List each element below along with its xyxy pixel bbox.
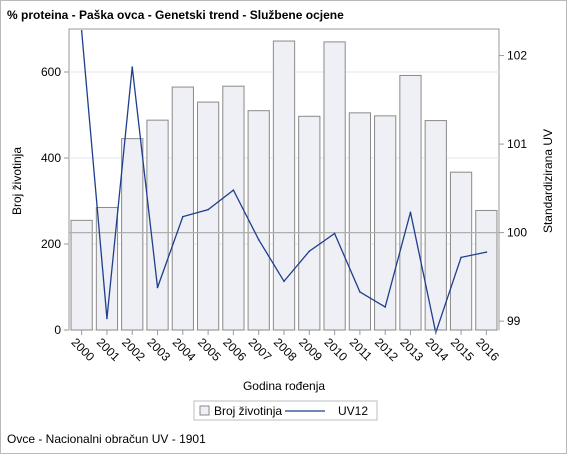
y-tick-label: 600 <box>41 65 61 79</box>
x-tick-label-2016: 2016 <box>473 335 502 364</box>
chart-title: % proteina - Paška ovca - Genetski trend… <box>7 8 344 22</box>
y-tick-label: 400 <box>41 151 61 165</box>
x-tick-label-2006: 2006 <box>220 335 249 364</box>
bar-2013 <box>399 74 422 331</box>
y2-axis-label: Standardizirana UV <box>541 129 555 233</box>
x-tick-label-2000: 2000 <box>69 335 98 364</box>
x-tick-label-2005: 2005 <box>195 335 224 364</box>
line-point-2006 <box>232 189 235 191</box>
bar-2009 <box>298 115 321 331</box>
legend-bar-swatch <box>199 405 210 416</box>
x-tick-label-2010: 2010 <box>321 335 350 364</box>
line-point-2001 <box>106 317 108 320</box>
y-tick-label: 0 <box>54 323 61 337</box>
x-tick-label-2013: 2013 <box>397 335 426 364</box>
y2-tick-label: 100 <box>507 226 527 240</box>
bar-2006 <box>222 85 245 331</box>
x-tick-label-2015: 2015 <box>448 335 477 364</box>
bar-2011 <box>348 112 372 331</box>
line-point-2010 <box>333 232 336 235</box>
y-tick-label: 200 <box>41 237 61 251</box>
line-point-2009 <box>308 250 311 253</box>
bar-2015 <box>449 171 473 331</box>
line-point-2005 <box>207 208 209 211</box>
bar-2012 <box>374 115 397 331</box>
line-point-2003 <box>156 286 159 289</box>
y2-tick-label: 102 <box>507 49 527 63</box>
bar-2016 <box>475 209 498 331</box>
y2-tick-label: 101 <box>507 137 527 151</box>
x-tick-label-2004: 2004 <box>170 335 199 364</box>
bar-2002 <box>121 138 144 331</box>
x-tick-label-2011: 2011 <box>347 335 375 363</box>
x-tick-label-2003: 2003 <box>144 335 173 364</box>
bar-2007 <box>247 110 270 331</box>
x-tick-label-2012: 2012 <box>372 335 401 364</box>
legend-bar-label: Broj životinja <box>214 404 282 418</box>
bar-2005 <box>196 101 220 331</box>
y-axis-label: Broj životinja <box>10 147 24 215</box>
bar-2000 <box>70 219 93 331</box>
y2-tick-label: 99 <box>507 314 521 328</box>
legend-line-label: UV12 <box>338 404 368 418</box>
x-tick-label-2008: 2008 <box>271 335 300 364</box>
x-axis-label: Godina rođenja <box>243 379 325 393</box>
line-point-2011 <box>359 291 361 293</box>
line-point-2004 <box>182 215 184 218</box>
line-point-2016 <box>485 251 488 253</box>
bar-2010 <box>323 41 346 331</box>
line-point-2000 <box>80 29 83 32</box>
x-tick-label-2009: 2009 <box>296 335 325 364</box>
legend-frame <box>193 400 378 421</box>
x-tick-label-2014: 2014 <box>423 335 452 364</box>
line-point-2007 <box>257 238 260 241</box>
line-point-2008 <box>283 280 285 283</box>
bar-series <box>70 40 498 331</box>
x-tick-label-2001: 2001 <box>94 335 123 364</box>
line-point-2015 <box>460 256 462 259</box>
legend: Broj životinja UV12 <box>193 400 378 421</box>
x-tick-label-2002: 2002 <box>119 335 148 364</box>
line-point-2013 <box>409 211 412 214</box>
line-point-2012 <box>384 306 386 308</box>
line-series <box>80 29 488 336</box>
bar-2004 <box>171 86 194 331</box>
line-point-2002 <box>131 66 134 68</box>
bar-2008 <box>272 40 296 331</box>
x-tick-label-2007: 2007 <box>246 335 275 364</box>
chart-footnote: Ovce - Nacionalni obračun UV - 1901 <box>7 432 206 446</box>
